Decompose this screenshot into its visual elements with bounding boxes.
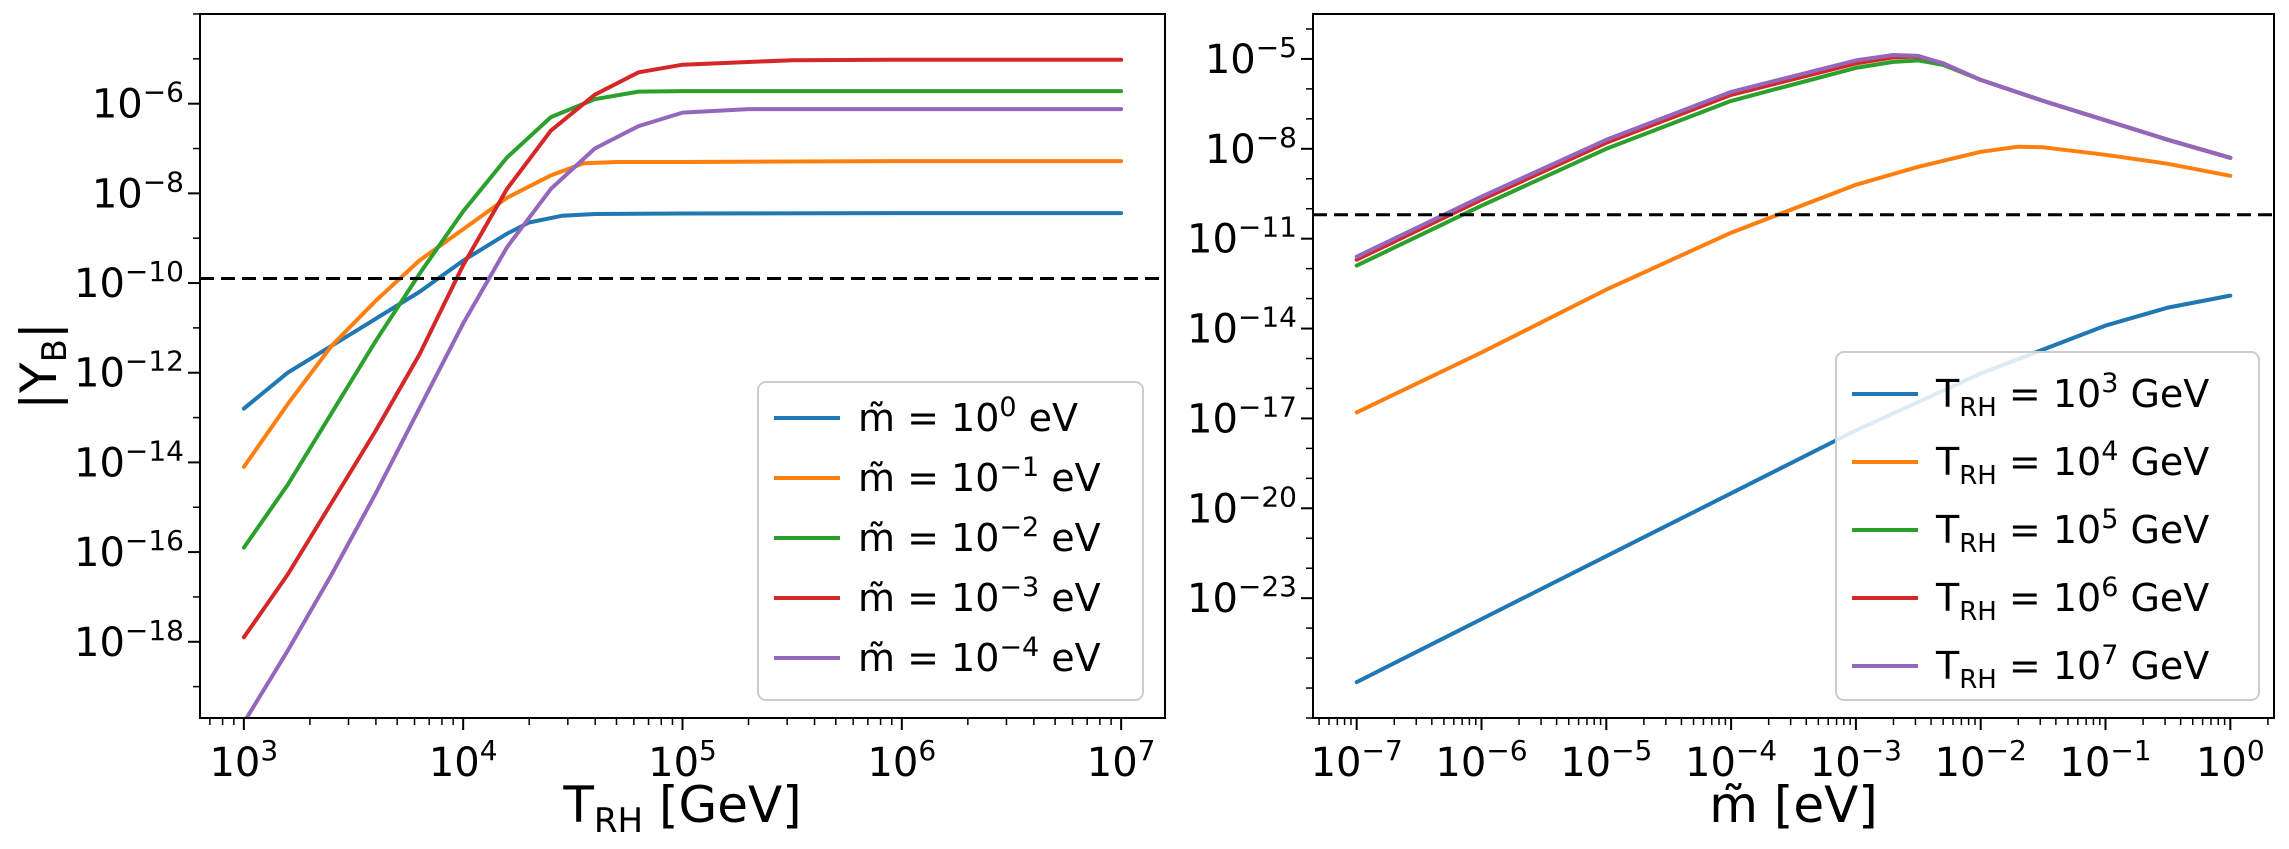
- legend: TRH = 103 GeV TRH = 104 GeV TRH = 105 GeV T…: [1835, 351, 2260, 701]
- series-line-5: [244, 107, 1124, 718]
- y-tick-label: 10−14: [1187, 301, 1297, 353]
- x-tick-label: 105: [648, 734, 717, 786]
- series-line-2: [241, 159, 1124, 469]
- x-tick-label: 10−6: [1435, 734, 1527, 786]
- y-tick-label: 10−16: [74, 524, 184, 576]
- x-tick-label: 10−2: [1935, 734, 2027, 786]
- legend-label: TRH = 104 GeV: [1935, 436, 2209, 491]
- axes-frame: [1312, 13, 2275, 719]
- y-tick-label: 10−6: [92, 76, 184, 128]
- x-tick-label: 10−7: [1311, 734, 1403, 786]
- left-plot-panel: 103 104 105 106 107 10−6 10−8 10−10 10−12 10−14 10…: [10, 13, 1166, 841]
- x-tick-label: 100: [2196, 734, 2265, 786]
- x-tick-label: 10−1: [2059, 734, 2151, 786]
- legend-label: TRH = 105 GeV: [1935, 504, 2209, 559]
- y-tick-label: 10−18: [74, 614, 184, 666]
- series-line-3: [241, 89, 1124, 550]
- y-tick-label: 10−11: [1187, 211, 1297, 263]
- legend: m̃ = 100 eV m̃ = 10−1 eV m̃ = 10−2 eV m̃ = …: [757, 381, 1144, 701]
- legend-label: m̃ = 10−1 eV: [858, 452, 1101, 500]
- y-tick-label: 10−17: [1187, 390, 1297, 442]
- y-tick-label: 10−20: [1187, 480, 1297, 532]
- y-tick-label: 10−23: [1187, 570, 1297, 622]
- x-tick-label: 104: [429, 734, 498, 786]
- y-tick-label: 10−12: [74, 345, 184, 397]
- series-line-4: [241, 57, 1124, 640]
- series-line-2: [1354, 144, 2233, 415]
- series-line-5: [1354, 53, 2233, 259]
- legend-label: TRH = 106 GeV: [1935, 572, 2209, 627]
- legend-box: [757, 381, 1144, 701]
- series-line-4: [1354, 54, 2233, 262]
- legend-label: TRH = 107 GeV: [1935, 640, 2209, 695]
- x-tick-label: 106: [867, 734, 936, 786]
- y-tick-label: 10−10: [74, 255, 184, 307]
- legend-label: m̃ = 100 eV: [858, 392, 1078, 440]
- legend-box: [1835, 351, 2260, 701]
- x-tick-label: 10−5: [1560, 734, 1652, 786]
- x-tick-label: 10−3: [1810, 734, 1902, 786]
- x-tick-label: 10−4: [1685, 734, 1777, 786]
- legend-label: m̃ = 10−3 eV: [858, 572, 1101, 620]
- y-tick-label: 10−8: [92, 165, 184, 217]
- series-line-1: [241, 211, 1124, 411]
- x-axis-title: TRH [GeV]: [562, 776, 801, 841]
- right-plot-panel: 10−7 10−6 10−5 10−4 10−3 10−2 10−1 100 10−5 10−8 1…: [1187, 13, 2275, 834]
- y-axis-title: |YB|: [10, 322, 75, 410]
- y-tick-label: 10−8: [1205, 121, 1297, 173]
- y-tick-label: 10−5: [1205, 31, 1297, 83]
- legend-label: m̃ = 10−2 eV: [858, 512, 1101, 560]
- x-tick-label: 107: [1087, 734, 1156, 786]
- x-axis-title: m̃ [eV]: [1709, 776, 1878, 834]
- x-tick-label: 103: [209, 734, 278, 786]
- legend-label: TRH = 103 GeV: [1935, 368, 2209, 423]
- legend-label: m̃ = 10−4 eV: [858, 632, 1101, 680]
- y-tick-label: 10−14: [74, 434, 184, 486]
- series-line-3: [1354, 58, 2233, 268]
